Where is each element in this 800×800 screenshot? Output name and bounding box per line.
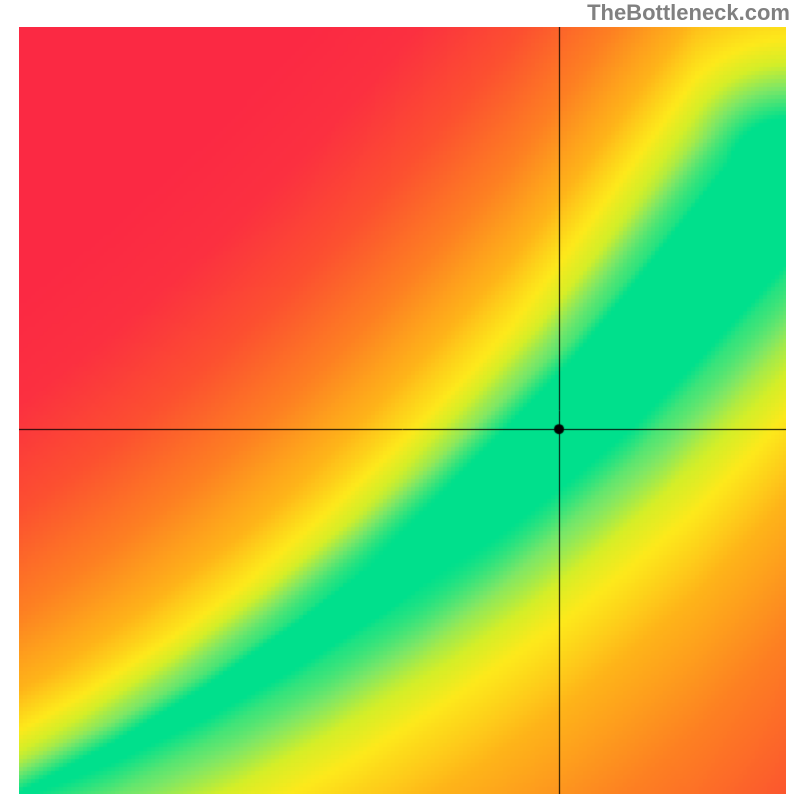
chart-container: TheBottleneck.com — [0, 0, 800, 800]
bottleneck-heatmap — [19, 27, 786, 794]
watermark-text: TheBottleneck.com — [587, 0, 790, 26]
